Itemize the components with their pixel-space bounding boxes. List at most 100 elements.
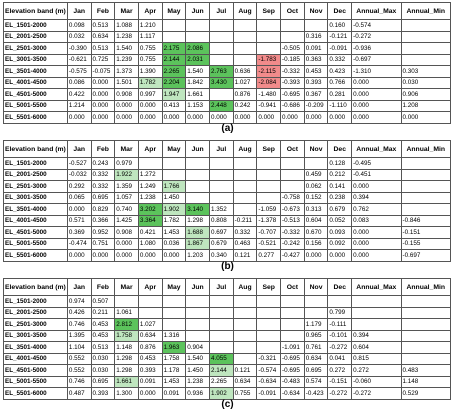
- table-cell: EL_2501-3000: [3, 318, 68, 331]
- table-cell: 0.808: [208, 214, 234, 227]
- table-cell: [280, 19, 305, 32]
- table-cell: [232, 295, 258, 308]
- table-cell: 0.423: [327, 65, 353, 78]
- header-cell: Elevation band (m): [3, 278, 68, 296]
- table-cell: 0.000: [66, 203, 92, 216]
- table-cell: -0.621: [66, 53, 92, 66]
- table-cell: 0.393: [303, 76, 329, 89]
- table-cell: [400, 352, 452, 365]
- table-cell: -0.211: [232, 214, 258, 227]
- data-table: Elevation band (m) Jan Feb Mar Apr May Jun Jul A…: [3, 140, 452, 262]
- table-cell: 0.529: [400, 387, 452, 400]
- table-cell: 0.904: [185, 341, 210, 354]
- table-cell: -0.521: [256, 237, 282, 250]
- table-cell: 0.032: [66, 30, 92, 43]
- table-cell: 0.574: [303, 375, 329, 388]
- table-row: EL_1501-2000 -0.527 0.243 0.979 0.128 -0.495: [3, 157, 452, 170]
- table-cell: [208, 341, 234, 354]
- table-cell: 0.453: [90, 329, 116, 342]
- table-cell: EL_4001-4500: [3, 76, 68, 89]
- table-cell: [185, 329, 210, 342]
- header-cell: Jul: [208, 140, 234, 158]
- table-cell: 1.214: [66, 99, 92, 112]
- table-cell: -0.474: [66, 237, 92, 250]
- header-cell: Sep: [256, 278, 282, 296]
- table-cell: 0.000: [351, 99, 402, 112]
- table-cell: [161, 295, 187, 308]
- table-cell: 0.000: [400, 111, 452, 124]
- table-cell: [400, 53, 452, 66]
- table-cell: -0.272: [327, 387, 353, 400]
- table-cell: [280, 295, 305, 308]
- table-cell: EL_4001-4500: [3, 352, 68, 365]
- table-cell: 1.027: [137, 318, 163, 331]
- table-cell: 0.000: [351, 180, 402, 193]
- table-cell: [232, 306, 258, 319]
- table-cell: 0.513: [90, 341, 116, 354]
- table-cell: 0.000: [351, 237, 402, 250]
- table-cell: 0.000: [114, 237, 139, 250]
- table-cell: 1.902: [161, 203, 187, 216]
- table-cell: -0.091: [256, 387, 282, 400]
- table-cell: -0.111: [327, 318, 353, 331]
- table-cell: 0.552: [66, 364, 92, 377]
- table-cell: [208, 30, 234, 43]
- table-cell: 2.265: [161, 65, 187, 78]
- table-cell: 0.041: [327, 352, 353, 365]
- table-cell: 0.876: [137, 341, 163, 354]
- table-cell: 1.782: [137, 76, 163, 89]
- table-cell: 0.394: [351, 191, 402, 204]
- table-cell: 3.202: [137, 203, 163, 216]
- table-cell: 0.695: [303, 364, 329, 377]
- table-cell: -2.115: [256, 65, 282, 78]
- table-cell: [303, 157, 329, 170]
- table-cell: -0.707: [256, 226, 282, 239]
- table-cell: [232, 341, 258, 354]
- table-cell: 0.098: [66, 19, 92, 32]
- table-cell: [137, 295, 163, 308]
- table-cell: [232, 42, 258, 55]
- table-cell: 0.463: [232, 237, 258, 250]
- table-cell: EL_5001-5500: [3, 237, 68, 250]
- table-cell: EL_3501-4000: [3, 341, 68, 354]
- table-cell: 0.121: [232, 364, 258, 377]
- table-cell: 0.000: [90, 249, 116, 262]
- table-cell: 0.340: [208, 249, 234, 262]
- table-cell: 0.459: [303, 168, 329, 181]
- table-cell: [137, 157, 163, 170]
- table-cell: 0.000: [90, 76, 116, 89]
- table-cell: 0.000: [280, 111, 305, 124]
- table-cell: 0.487: [66, 387, 92, 400]
- table-cell: EL_1501-2000: [3, 157, 68, 170]
- table-cell: [208, 295, 234, 308]
- table-cell: -1.059: [256, 203, 282, 216]
- table-cell: -0.495: [351, 157, 402, 170]
- table-cell: 0.281: [327, 88, 353, 101]
- table-cell: -1.110: [327, 99, 353, 112]
- table-cell: 0.604: [303, 214, 329, 227]
- table-cell: 0.000: [137, 387, 163, 400]
- table-cell: 0.393: [137, 364, 163, 377]
- table-cell: [185, 157, 210, 170]
- table-cell: EL_5001-5500: [3, 99, 68, 112]
- table-cell: 0.697: [208, 226, 234, 239]
- header-cell: Annual_Max: [351, 2, 402, 20]
- table-cell: 0.393: [90, 387, 116, 400]
- table-cell: 0.000: [90, 88, 116, 101]
- table-cell: [400, 329, 452, 342]
- table-cell: -0.527: [66, 157, 92, 170]
- table-cell: [256, 329, 282, 342]
- table-cell: [232, 318, 258, 331]
- table-cell: 0.141: [327, 180, 353, 193]
- table-cell: [161, 30, 187, 43]
- table-cell: -0.272: [351, 30, 402, 43]
- table-cell: 0.965: [303, 329, 329, 342]
- table-cell: EL_3501-4000: [3, 65, 68, 78]
- table-cell: 4.055: [208, 352, 234, 365]
- table-cell: [400, 19, 452, 32]
- table-cell: 0.000: [351, 249, 402, 262]
- table-cell: -0.185: [280, 53, 305, 66]
- table-cell: 0.000: [351, 76, 402, 89]
- table-cell: 2.086: [185, 42, 210, 55]
